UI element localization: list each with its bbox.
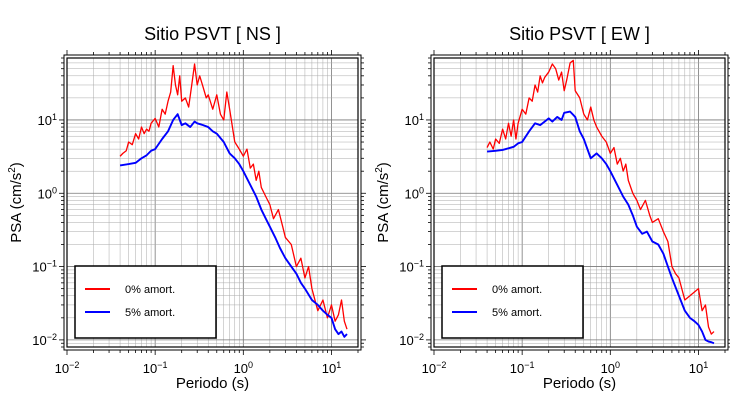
- chart-1-legend-label: 5% amort.: [125, 307, 175, 319]
- chart-2-xtick-label: 100: [601, 360, 620, 376]
- chart-2-xtick-label: 10−1: [510, 360, 535, 376]
- chart-1-legend-label: 0% amort.: [125, 284, 175, 296]
- chart-1-xlabel: Periodo (s): [176, 375, 249, 392]
- chart-2-ylabel: PSA (cm/s2): [374, 162, 392, 243]
- chart-2-xlabel: Periodo (s): [543, 375, 616, 392]
- chart-1-frame-outer: [63, 54, 362, 351]
- chart-2-ytick-label: 101: [405, 112, 424, 128]
- chart-2-legend-label: 5% amort.: [492, 307, 542, 319]
- chart-1-xtick-label: 101: [322, 360, 341, 376]
- chart-1-ytick-label: 100: [38, 185, 57, 201]
- chart-2-xtick-label: 10−2: [422, 360, 447, 376]
- chart-2-ytick-label: 100: [405, 185, 424, 201]
- chart-2-legend-box: [441, 265, 584, 339]
- chart-2-ytick-label: 10−2: [399, 332, 424, 348]
- chart-1-xtick-label: 100: [234, 360, 253, 376]
- chart-2-frame: [433, 57, 726, 348]
- chart-1-ytick-label: 10−2: [32, 332, 57, 348]
- chart-1-xtick-label: 10−2: [55, 360, 80, 376]
- chart-1: 10−2 10−1 100 101 10−2 10−1 100 101 Sitio PSVT […: [7, 24, 366, 392]
- chart-2-legend: 0% amort. 5% amort.: [441, 265, 584, 339]
- chart-2: 10−2 10−1 100 101 10−2 10−1 100 101 Sitio PSVT […: [374, 24, 730, 392]
- chart-1-series-amort-0: [119, 63, 348, 330]
- chart-1-ylabel: PSA (cm/s2): [7, 162, 25, 243]
- chart-1-ytick-label: 10−1: [32, 259, 57, 275]
- chart-1-xtick-label: 10−1: [143, 360, 168, 376]
- chart-2-ytick-label: 10−1: [399, 259, 424, 275]
- chart-1-legend: 0% amort. 5% amort.: [74, 265, 217, 339]
- chart-2-series-amort-5: [486, 110, 715, 345]
- chart-1-frame: [66, 57, 359, 348]
- chart-1-title: Sitio PSVT [ NS ]: [144, 24, 281, 44]
- chart-1-ytick-label: 101: [38, 112, 57, 128]
- chart-2-frame-outer: [430, 54, 729, 351]
- chart-2-title: Sitio PSVT [ EW ]: [509, 24, 650, 44]
- chart-2-legend-label: 0% amort.: [492, 284, 542, 296]
- chart-1-legend-box: [74, 265, 217, 339]
- chart-2-xtick-label: 101: [689, 360, 708, 376]
- chart-1-series-amort-5: [119, 113, 348, 338]
- chart-2-series-amort-0: [486, 59, 715, 335]
